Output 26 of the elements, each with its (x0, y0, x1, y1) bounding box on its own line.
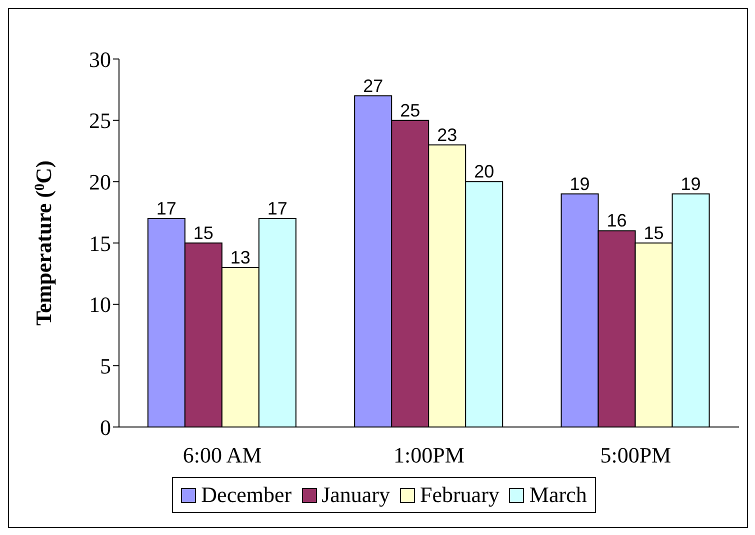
y-tick-label: 10 (89, 292, 111, 318)
x-tick-label: 6:00 AM (182, 442, 262, 468)
data-label: 25 (400, 100, 420, 120)
data-label: 20 (474, 162, 494, 182)
data-label: 17 (267, 198, 288, 218)
data-label: 15 (644, 223, 664, 243)
data-label: 19 (570, 174, 590, 194)
data-label: 27 (363, 76, 384, 96)
legend-label: January (322, 482, 390, 508)
y-tick-label: 15 (89, 230, 111, 256)
y-tick-label: 30 (89, 46, 111, 72)
legend-label: February (420, 482, 500, 508)
y-tick-label: 25 (89, 108, 111, 134)
data-label: 16 (606, 210, 627, 231)
legend-label: December (201, 482, 292, 508)
data-label: 17 (156, 198, 176, 218)
data-label: 23 (437, 124, 458, 145)
y-tick-label: 5 (100, 353, 111, 378)
data-label: 15 (193, 223, 214, 243)
x-tick-label: 1:00PM (394, 442, 464, 468)
data-label: 13 (230, 248, 250, 268)
x-tick-label: 5:00PM (600, 442, 672, 468)
y-tick-label: 0 (100, 414, 111, 440)
y-tick-label: 20 (89, 169, 111, 194)
legend-label: March (529, 482, 587, 508)
data-label: 19 (680, 174, 701, 194)
